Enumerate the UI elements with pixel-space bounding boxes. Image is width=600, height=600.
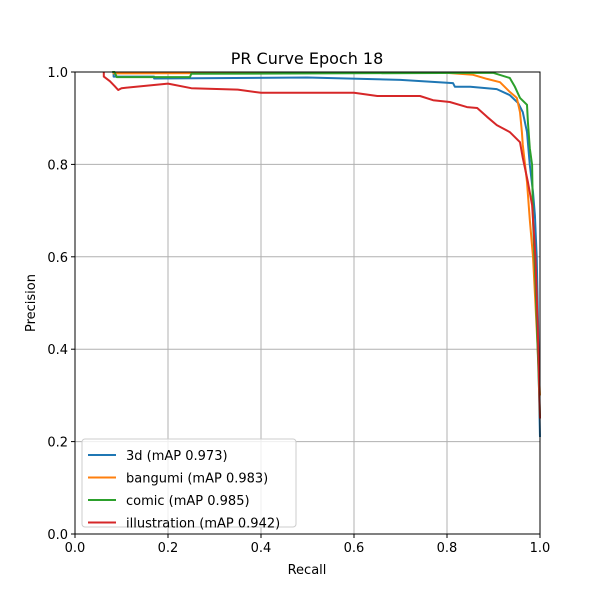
y-tick-label: 0.6 xyxy=(47,251,68,266)
x-axis-label: Recall xyxy=(288,563,327,578)
pr-curve-3 xyxy=(102,72,541,419)
y-tick-label: 0.2 xyxy=(47,436,68,451)
x-tick-label: 0.6 xyxy=(344,541,365,556)
y-tick-label: 1.0 xyxy=(47,66,68,81)
ticks: 0.0 0.2 0.4 0.6 0.8 1.0 0.0 0.2 0.4 0.6 0.8 1.0 xyxy=(47,66,550,556)
y-tick-label: 0.0 xyxy=(47,528,68,543)
legend: 3d (mAP 0.973) bangumi (mAP 0.983) comic (… xyxy=(81,438,297,532)
curves xyxy=(102,71,541,438)
pr-curve-1 xyxy=(112,71,541,396)
legend-label: bangumi (mAP 0.983) xyxy=(126,472,268,487)
legend-label: 3d (mAP 0.973) xyxy=(126,449,228,464)
y-axis-label: Precision xyxy=(24,274,39,332)
plot-frame xyxy=(74,71,541,535)
x-tick-label: 0.2 xyxy=(158,541,179,556)
x-tick-label: 1.0 xyxy=(530,541,551,556)
legend-label: illustration (mAP 0.942) xyxy=(126,517,280,532)
x-tick-label: 0.4 xyxy=(251,541,272,556)
pr-curve-0 xyxy=(112,72,541,438)
x-tick-label: 0.0 xyxy=(65,541,86,556)
y-tick-label: 0.4 xyxy=(47,343,68,358)
pr-curve-2 xyxy=(112,71,541,419)
chart-title: PR Curve Epoch 18 xyxy=(231,49,384,68)
y-tick-label: 0.8 xyxy=(47,158,68,173)
x-tick-label: 0.8 xyxy=(437,541,458,556)
legend-label: comic (mAP 0.985) xyxy=(126,494,250,509)
